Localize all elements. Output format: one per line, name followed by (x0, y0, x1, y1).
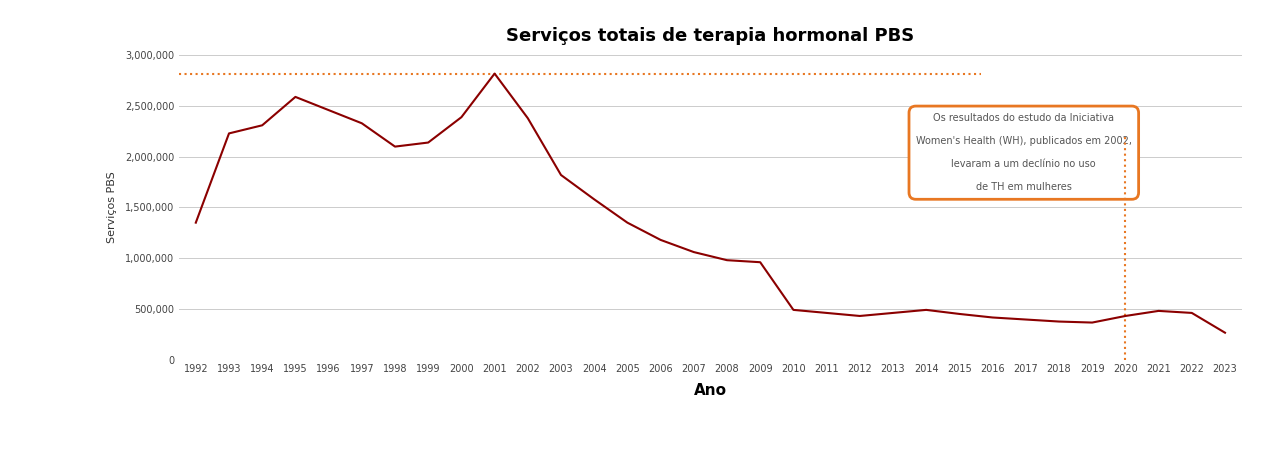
Title: Serviços totais de terapia hormonal PBS: Serviços totais de terapia hormonal PBS (507, 28, 914, 46)
Y-axis label: Serviços PBS: Serviços PBS (106, 171, 116, 243)
X-axis label: Ano: Ano (694, 383, 727, 398)
Text: Os resultados do estudo da Iniciativa

Women's Health (WH), publicados em 2002,
: Os resultados do estudo da Iniciativa Wo… (915, 113, 1132, 193)
